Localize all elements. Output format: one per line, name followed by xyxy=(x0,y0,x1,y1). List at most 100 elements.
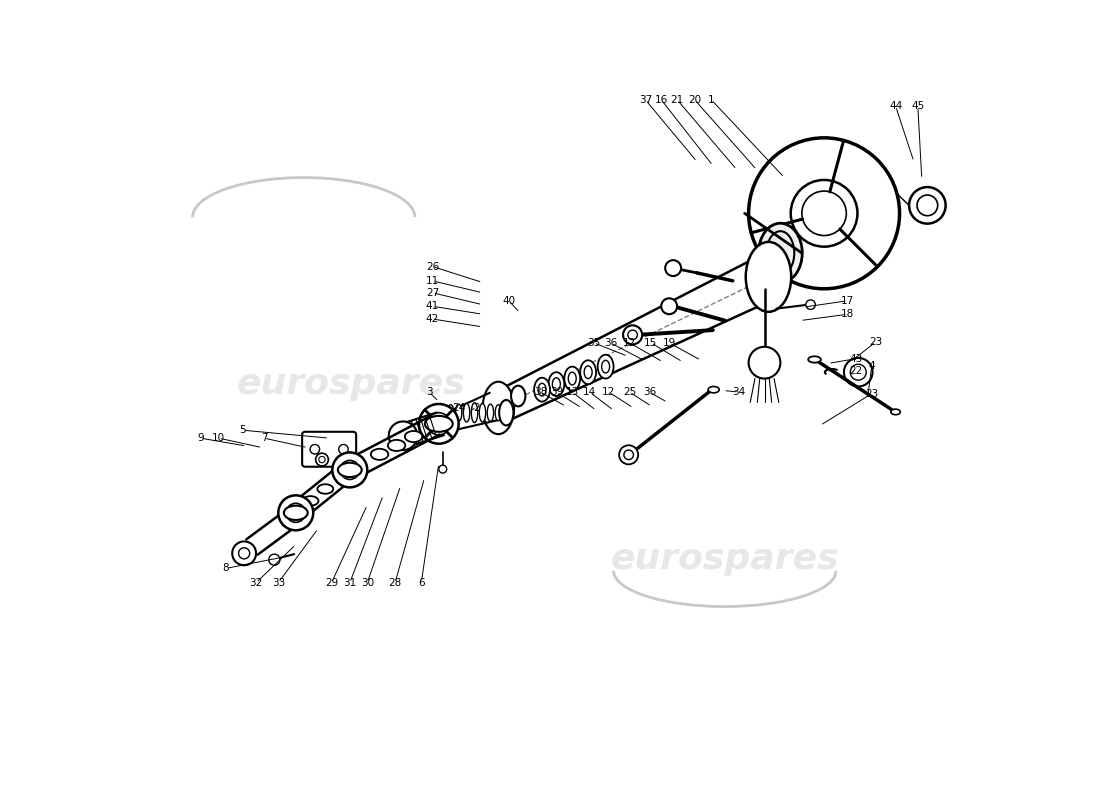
Text: 6: 6 xyxy=(418,578,425,588)
Ellipse shape xyxy=(495,405,502,421)
Text: 8: 8 xyxy=(222,563,229,574)
Ellipse shape xyxy=(602,360,609,373)
Text: 22: 22 xyxy=(849,366,862,376)
Text: 23: 23 xyxy=(865,389,879,398)
Circle shape xyxy=(319,457,326,462)
Circle shape xyxy=(661,298,678,314)
Ellipse shape xyxy=(455,404,462,422)
Ellipse shape xyxy=(487,404,494,422)
Circle shape xyxy=(623,326,642,344)
FancyBboxPatch shape xyxy=(302,432,356,466)
Text: 12: 12 xyxy=(623,338,636,348)
Text: 9: 9 xyxy=(197,433,204,443)
Text: 38: 38 xyxy=(534,387,547,397)
Ellipse shape xyxy=(891,409,901,414)
Text: 45: 45 xyxy=(911,101,924,111)
Circle shape xyxy=(388,422,417,450)
Ellipse shape xyxy=(512,386,526,406)
Text: eurospares: eurospares xyxy=(610,542,839,576)
Circle shape xyxy=(286,503,306,522)
Text: 28: 28 xyxy=(388,578,401,588)
Text: 40: 40 xyxy=(502,296,515,306)
Text: 16: 16 xyxy=(654,94,668,105)
Text: 29: 29 xyxy=(324,578,338,588)
Ellipse shape xyxy=(388,440,405,451)
Text: 7: 7 xyxy=(261,433,267,443)
Text: 15: 15 xyxy=(645,338,658,348)
Ellipse shape xyxy=(708,386,719,393)
Text: 12: 12 xyxy=(602,387,615,397)
Ellipse shape xyxy=(552,378,560,390)
Text: 4: 4 xyxy=(868,361,876,371)
Text: 37: 37 xyxy=(639,94,652,105)
Circle shape xyxy=(802,191,846,235)
Text: 10: 10 xyxy=(212,433,226,443)
Text: 30: 30 xyxy=(361,578,374,588)
Circle shape xyxy=(428,413,450,435)
Polygon shape xyxy=(246,510,297,554)
Text: 25: 25 xyxy=(623,387,636,397)
Text: 27: 27 xyxy=(426,288,439,298)
Circle shape xyxy=(340,459,348,467)
Circle shape xyxy=(791,180,858,246)
Ellipse shape xyxy=(584,366,592,378)
Text: 2: 2 xyxy=(474,403,481,413)
Text: 36: 36 xyxy=(642,387,656,397)
Ellipse shape xyxy=(569,372,576,385)
Text: 31: 31 xyxy=(343,578,356,588)
Circle shape xyxy=(628,330,637,340)
Circle shape xyxy=(439,465,447,473)
Polygon shape xyxy=(451,393,499,430)
Text: 41: 41 xyxy=(426,302,439,311)
Text: 11: 11 xyxy=(426,276,439,286)
Circle shape xyxy=(232,542,256,566)
Polygon shape xyxy=(492,257,779,422)
Ellipse shape xyxy=(371,449,388,460)
Text: 33: 33 xyxy=(272,578,285,588)
Text: 24: 24 xyxy=(452,403,465,413)
Circle shape xyxy=(268,554,279,566)
Circle shape xyxy=(666,260,681,276)
Text: 39: 39 xyxy=(550,387,563,397)
Text: 21: 21 xyxy=(671,94,684,105)
Circle shape xyxy=(909,187,946,224)
Text: 13: 13 xyxy=(565,387,579,397)
Ellipse shape xyxy=(471,402,477,422)
Circle shape xyxy=(749,138,900,289)
Circle shape xyxy=(278,495,314,530)
Ellipse shape xyxy=(483,382,514,434)
Text: 5: 5 xyxy=(239,425,246,435)
Ellipse shape xyxy=(538,383,546,396)
Ellipse shape xyxy=(405,431,422,442)
Circle shape xyxy=(619,446,638,464)
Circle shape xyxy=(339,445,349,454)
Ellipse shape xyxy=(767,231,794,275)
Circle shape xyxy=(352,472,360,480)
Text: 36: 36 xyxy=(604,338,617,348)
Ellipse shape xyxy=(759,223,802,283)
Circle shape xyxy=(844,358,872,386)
Text: eurospares: eurospares xyxy=(238,367,465,401)
Ellipse shape xyxy=(302,496,319,506)
Ellipse shape xyxy=(597,354,614,378)
Circle shape xyxy=(316,454,329,466)
Text: 26: 26 xyxy=(426,262,439,271)
Circle shape xyxy=(332,453,367,487)
Text: 43: 43 xyxy=(849,354,862,364)
Ellipse shape xyxy=(338,462,362,477)
Text: 3: 3 xyxy=(426,387,432,397)
Text: 34: 34 xyxy=(733,387,746,397)
Ellipse shape xyxy=(480,403,486,422)
Ellipse shape xyxy=(808,356,821,362)
Ellipse shape xyxy=(746,242,791,312)
Circle shape xyxy=(340,460,360,479)
Ellipse shape xyxy=(580,360,596,384)
Circle shape xyxy=(806,300,815,310)
Circle shape xyxy=(749,346,780,378)
Ellipse shape xyxy=(499,400,514,426)
Ellipse shape xyxy=(564,366,580,390)
Circle shape xyxy=(624,450,634,459)
Text: 35: 35 xyxy=(587,338,601,348)
Text: 19: 19 xyxy=(662,338,675,348)
Text: 42: 42 xyxy=(426,314,439,324)
